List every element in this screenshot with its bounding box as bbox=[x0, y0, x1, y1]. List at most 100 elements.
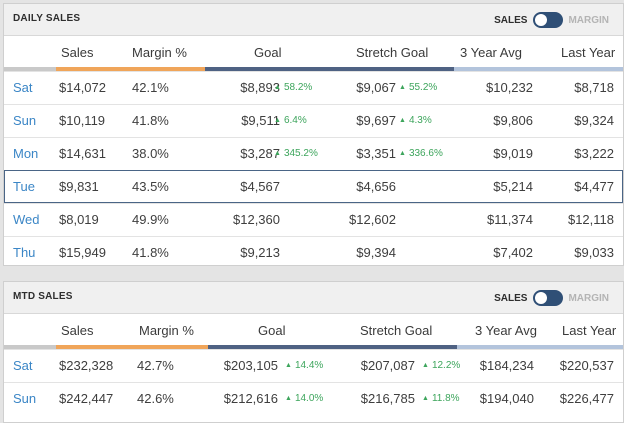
cell-stretch-goal: $4,656 bbox=[356, 179, 396, 194]
daily-sales-metric-toggle: SALES MARGIN bbox=[494, 10, 609, 30]
cell-sales: $14,072 bbox=[59, 80, 106, 95]
cell-goal: $9,213 bbox=[240, 245, 280, 260]
daily-sales-header: DAILY SALES SALES MARGIN bbox=[4, 4, 623, 36]
goal-increase: ▲ 14.4% bbox=[285, 360, 323, 371]
cell-3yr-avg: $7,402 bbox=[493, 245, 533, 260]
goal-increase-pct: 6.4% bbox=[283, 115, 307, 126]
table-row: Mon $14,631 38.0% $3,287 ▲ 345.2% $3,351 ▲ 336.6… bbox=[4, 137, 623, 170]
mtd-sales-panel: MTD SALES SALES MARGIN Sales Margin % Go… bbox=[3, 281, 624, 423]
goal-increase: ▲ 6.4% bbox=[274, 115, 307, 126]
cell-last-year: $9,033 bbox=[574, 245, 614, 260]
stretch-increase-pct: 4.3% bbox=[408, 115, 432, 126]
stretch-increase: ▲ 336.6% bbox=[399, 148, 443, 159]
col-header-goal[interactable]: Goal bbox=[254, 45, 282, 60]
table-row: Sat $232,328 42.7% $203,105 ▲ 14.4% $207,087 ▲ 1… bbox=[4, 349, 623, 382]
cell-sales: $8,019 bbox=[59, 212, 99, 227]
cell-sales: $14,631 bbox=[59, 146, 106, 161]
row-day-link[interactable]: Sun bbox=[13, 391, 37, 406]
cell-goal: $3,287 bbox=[240, 146, 280, 161]
table-row: Sun $10,119 41.8% $9,511 ▲ 6.4% $9,697 ▲ 4.3% $9,… bbox=[4, 104, 623, 137]
col-header-goal[interactable]: Goal bbox=[258, 323, 286, 338]
mtd-sales-header: MTD SALES SALES MARGIN bbox=[4, 282, 623, 314]
cell-goal: $203,105 bbox=[223, 358, 278, 373]
table-row: Sat $14,072 42.1% $8,893 ▲ 58.2% $9,067 ▲ 55.2% $… bbox=[4, 71, 623, 104]
cell-3yr-avg: $9,806 bbox=[493, 113, 533, 128]
column-group-bar-sales bbox=[56, 345, 208, 349]
cell-goal: $9,511 bbox=[241, 113, 280, 128]
cell-margin: 42.6% bbox=[137, 391, 174, 406]
cell-sales: $242,447 bbox=[59, 391, 114, 406]
cell-stretch-goal: $9,394 bbox=[356, 245, 396, 260]
sales-margin-switch[interactable] bbox=[533, 290, 564, 306]
col-header-margin[interactable]: Margin % bbox=[139, 323, 194, 338]
row-day-link[interactable]: Thu bbox=[13, 245, 36, 260]
col-header-3yr-avg[interactable]: 3 Year Avg bbox=[475, 323, 537, 338]
triangle-up-icon: ▲ bbox=[399, 150, 406, 157]
cell-last-year: $3,222 bbox=[574, 146, 614, 161]
cell-3yr-avg: $9,019 bbox=[493, 146, 533, 161]
cell-stretch-goal: $9,067 bbox=[356, 80, 396, 95]
toggle-margin-label[interactable]: MARGIN bbox=[568, 292, 609, 304]
row-day-link[interactable]: Wed bbox=[13, 212, 40, 227]
row-day-link[interactable]: Sat bbox=[13, 80, 33, 95]
triangle-up-icon: ▲ bbox=[285, 395, 292, 402]
col-header-last-year[interactable]: Last Year bbox=[562, 323, 617, 338]
mtd-sales-metric-toggle: SALES MARGIN bbox=[494, 288, 609, 308]
table-row: Tue $9,831 43.5% $4,567 $4,656 $5,214 $4,477 bbox=[4, 170, 623, 203]
cell-last-year: $12,118 bbox=[567, 212, 614, 227]
table-row: Thu $15,949 41.8% $9,213 $9,394 $7,402 $9,033 bbox=[4, 236, 623, 265]
mtd-rows: Sat $232,328 42.7% $203,105 ▲ 14.4% $207,087 ▲ 1… bbox=[4, 349, 623, 415]
toggle-sales-label[interactable]: SALES bbox=[494, 292, 528, 304]
goal-increase: ▲ 58.2% bbox=[274, 82, 312, 93]
column-group-bar-goals bbox=[205, 67, 454, 71]
daily-rows: Sat $14,072 42.1% $8,893 ▲ 58.2% $9,067 ▲ 55.2% $… bbox=[4, 71, 623, 265]
triangle-up-icon: ▲ bbox=[422, 395, 429, 402]
mtd-sales-title: MTD SALES bbox=[13, 291, 73, 302]
triangle-up-icon: ▲ bbox=[274, 150, 281, 157]
col-header-sales[interactable]: Sales bbox=[61, 45, 94, 60]
stretch-increase-pct: 336.6% bbox=[408, 148, 443, 159]
cell-3yr-avg: $11,374 bbox=[486, 212, 533, 227]
cell-margin: 42.1% bbox=[132, 80, 169, 95]
goal-increase-pct: 14.0% bbox=[294, 393, 324, 404]
col-header-stretch-goal[interactable]: Stretch Goal bbox=[360, 323, 433, 338]
cell-stretch-goal: $9,697 bbox=[356, 113, 396, 128]
sales-margin-switch[interactable] bbox=[533, 12, 564, 28]
col-header-margin[interactable]: Margin % bbox=[132, 45, 187, 60]
stretch-increase: ▲ 11.8% bbox=[422, 393, 460, 404]
cell-margin: 42.7% bbox=[137, 358, 174, 373]
col-header-sales[interactable]: Sales bbox=[61, 323, 94, 338]
triangle-up-icon: ▲ bbox=[422, 362, 429, 369]
triangle-up-icon: ▲ bbox=[274, 84, 281, 91]
column-group-bar-history bbox=[457, 345, 623, 349]
row-day-link[interactable]: Tue bbox=[13, 179, 35, 194]
row-day-link[interactable]: Sun bbox=[13, 113, 37, 128]
toggle-margin-label[interactable]: MARGIN bbox=[568, 14, 609, 26]
cell-3yr-avg: $10,232 bbox=[486, 80, 533, 95]
col-header-3yr-avg[interactable]: 3 Year Avg bbox=[460, 45, 522, 60]
goal-increase-pct: 14.4% bbox=[294, 360, 324, 371]
cell-margin: 43.5% bbox=[132, 179, 169, 194]
triangle-up-icon: ▲ bbox=[399, 117, 406, 124]
column-group-bar-history bbox=[454, 67, 623, 71]
cell-margin: 41.8% bbox=[132, 245, 169, 260]
goal-increase: ▲ 14.0% bbox=[285, 393, 323, 404]
column-group-bar-goals bbox=[208, 345, 457, 349]
row-day-link[interactable]: Sat bbox=[13, 358, 33, 373]
cell-margin: 49.9% bbox=[132, 212, 169, 227]
col-header-last-year[interactable]: Last Year bbox=[561, 45, 616, 60]
cell-sales: $10,119 bbox=[59, 113, 106, 128]
cell-last-year: $9,324 bbox=[574, 113, 614, 128]
cell-last-year: $226,477 bbox=[559, 391, 614, 406]
toggle-sales-label[interactable]: SALES bbox=[494, 14, 528, 26]
cell-goal: $212,616 bbox=[223, 391, 278, 406]
row-day-link[interactable]: Mon bbox=[13, 146, 39, 161]
table-row: Sun $242,447 42.6% $212,616 ▲ 14.0% $216,785 ▲ 1… bbox=[4, 382, 623, 415]
col-header-stretch-goal[interactable]: Stretch Goal bbox=[356, 45, 429, 60]
stretch-increase: ▲ 55.2% bbox=[399, 82, 437, 93]
stretch-increase-pct: 11.8% bbox=[431, 393, 460, 404]
switch-knob bbox=[535, 292, 548, 304]
goal-increase-pct: 345.2% bbox=[283, 148, 318, 159]
column-group-bar-blank bbox=[4, 345, 56, 349]
goal-increase-pct: 58.2% bbox=[283, 82, 313, 93]
